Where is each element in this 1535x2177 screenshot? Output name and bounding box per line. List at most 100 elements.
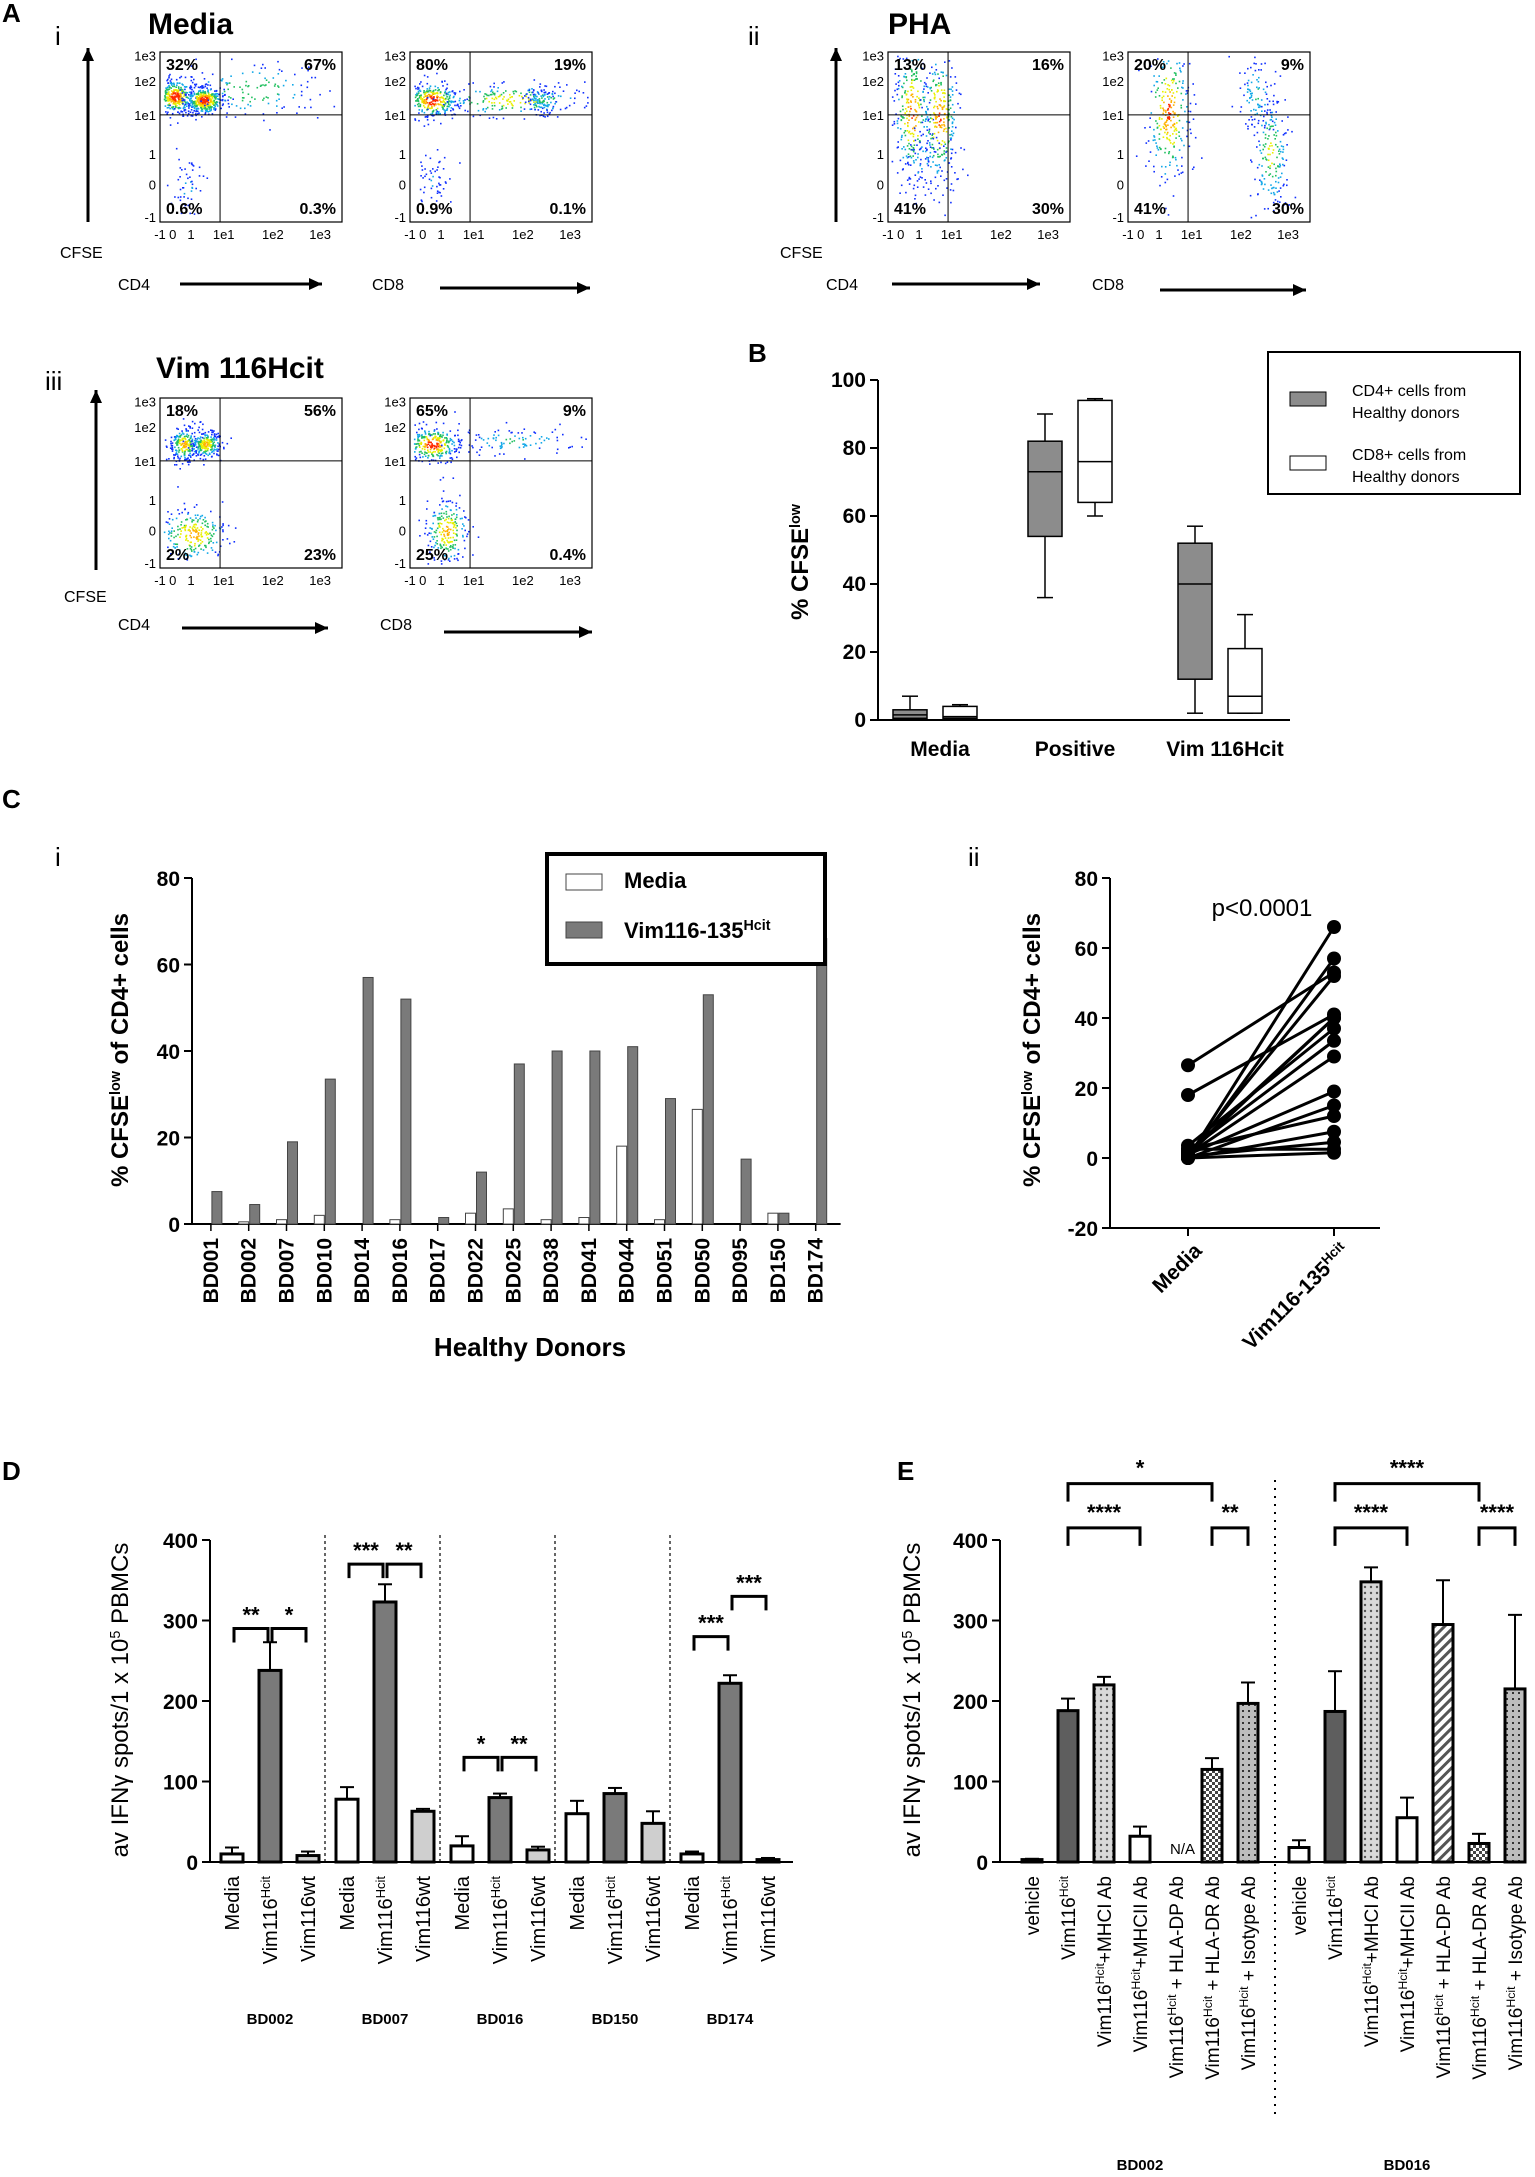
flow-dot (211, 521, 214, 524)
flow-dot (457, 434, 459, 437)
flow-dot (1272, 186, 1274, 189)
flow-dot (522, 443, 524, 445)
flow-dot (177, 528, 179, 531)
flow-dot (452, 526, 455, 529)
flow-dot (216, 95, 219, 97)
flow-dot (203, 445, 205, 448)
flow-dot (500, 93, 503, 96)
flow-dot (908, 142, 910, 145)
e-x-tick-sup: Hcit (1324, 1875, 1338, 1897)
flow-dot (203, 100, 206, 102)
flow-dot (1265, 171, 1267, 173)
flow-dot (190, 548, 193, 551)
flow-dot (449, 546, 451, 548)
flow-dot (1172, 195, 1175, 197)
flow-dot (1272, 201, 1275, 204)
flow-dot (221, 78, 224, 80)
ci-y-tick: 20 (157, 1128, 180, 1151)
flow-dots (413, 411, 587, 565)
d-y-tick: 0 (186, 1852, 198, 1875)
flow-dot (925, 147, 927, 149)
flow-dot (922, 90, 924, 93)
flow-dot (181, 438, 184, 441)
flow-dot (544, 85, 546, 87)
flow-dot (930, 86, 932, 89)
flow-dot (179, 76, 181, 79)
flow-dot (211, 97, 214, 99)
flow-dot (181, 437, 184, 440)
flow-dot (943, 96, 945, 98)
flow-dot (185, 86, 188, 88)
flow-dot (1257, 122, 1260, 125)
flow-dot (454, 93, 456, 96)
flow-dot (900, 136, 903, 138)
flow-dot (534, 104, 537, 106)
flow-dot (190, 79, 193, 82)
e-sig-bracket (1210, 1526, 1250, 1546)
flow-dot (429, 107, 432, 110)
flow-dot (904, 60, 906, 63)
flow-dot (209, 88, 212, 91)
flow-dot (1269, 165, 1272, 167)
d-bar (410, 1809, 436, 1864)
flow-dot (197, 429, 199, 431)
flow-dot (915, 110, 918, 113)
d-x-tick: Vim116wt (413, 1876, 435, 1962)
flow-dot (1182, 87, 1184, 89)
flow-dot (950, 133, 953, 136)
flow-dot (454, 92, 457, 94)
flow-dot (1275, 134, 1278, 137)
flow-dot (167, 93, 169, 96)
flow-dot (186, 96, 189, 99)
flow-dot (533, 97, 536, 99)
flow-dot (292, 84, 294, 86)
flow-dot (426, 102, 429, 104)
flow-dot (450, 517, 453, 520)
flow-x-tick: 1e3 (309, 573, 331, 588)
flow-dot (1265, 121, 1267, 124)
flow-dot (952, 132, 955, 135)
flow-dot (423, 186, 426, 189)
flow-dot (913, 149, 915, 151)
flow-dot (442, 538, 444, 541)
flow-dot (478, 436, 481, 439)
flow-dot (1174, 175, 1176, 177)
flow-dot (170, 440, 172, 443)
flow-dot (1176, 122, 1178, 124)
flow-dot (905, 191, 907, 194)
flow-y-tick: 1e1 (134, 454, 156, 469)
flow-dot (448, 96, 451, 98)
flow-dot (546, 437, 548, 439)
flow-dot (1270, 184, 1272, 186)
flow-dot (184, 182, 187, 184)
flow-dot (177, 111, 179, 113)
flow-dot (1164, 166, 1167, 168)
flow-dot (432, 89, 435, 92)
flow-dot (918, 103, 920, 106)
b-box (1027, 440, 1063, 538)
flow-dot (173, 454, 175, 456)
flow-dot (940, 89, 943, 91)
flow-dot (180, 530, 182, 532)
flow-dot (907, 139, 910, 142)
flow-dot (457, 105, 460, 108)
flow-dot (544, 91, 547, 93)
e-x-tick: Vim116Hcit + Isotype Ab (1504, 1876, 1527, 2070)
flow-dot (947, 100, 950, 102)
d-sig-label: * (285, 1603, 294, 1628)
flow-dot (418, 422, 421, 425)
flow-dot (198, 529, 200, 531)
flow-dot (204, 532, 207, 534)
flow-dot (197, 514, 199, 516)
flow-dot (505, 107, 507, 109)
flow-dot (420, 98, 422, 100)
flow-dot (544, 116, 546, 118)
flow-dot (1135, 155, 1138, 157)
flow-dot (430, 546, 433, 548)
flow-dot (491, 89, 493, 91)
flow-dot (190, 100, 192, 102)
flow-dot (562, 90, 565, 92)
flow-dot (175, 96, 177, 98)
flow-dot (430, 179, 433, 182)
flow-dot (938, 201, 941, 204)
